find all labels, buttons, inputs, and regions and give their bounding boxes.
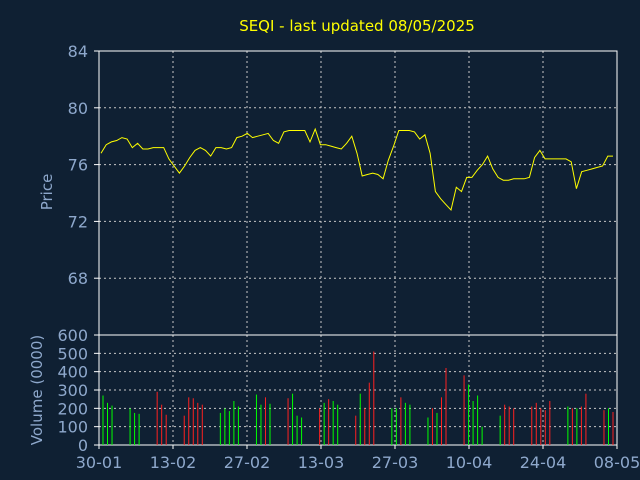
price-frame (98, 50, 618, 336)
x-tick-label: 13-02 (150, 453, 197, 472)
x-tick-label: 30-01 (76, 453, 123, 472)
x-tick-label: 08-05 (594, 453, 640, 472)
price-tick-label: 76 (68, 156, 88, 175)
x-tick-label: 27-03 (372, 453, 419, 472)
price-axis-label: Price (38, 174, 56, 211)
price-tick-label: 80 (68, 99, 88, 118)
volume-tick-label: 100 (57, 418, 88, 437)
x-tick-label: 27-02 (224, 453, 271, 472)
chart-title: SEQI - last updated 08/05/2025 (239, 17, 475, 35)
volume-frame (98, 334, 618, 446)
x-axis: 30-01 13-02 27-02 13-03 27-03 10-04 24-04 08-05 (76, 445, 640, 472)
price-line-series (100, 127, 613, 212)
x-tick-label: 13-03 (298, 453, 345, 472)
x-tick-label: 24-04 (520, 453, 567, 472)
x-tick-label: 10-04 (446, 453, 493, 472)
volume-tick-label: 0 (78, 436, 88, 455)
price-tick-label: 72 (68, 212, 88, 231)
price-tick-label: 84 (68, 42, 88, 61)
volume-tick-label: 500 (57, 344, 88, 363)
volume-tick-label: 300 (57, 381, 88, 400)
volume-tick-label: 400 (57, 363, 88, 382)
volume-tick-label: 600 (57, 326, 88, 345)
volume-axis-label: Volume (0000) (28, 335, 46, 445)
price-panel: 68 72 76 80 84 (68, 42, 618, 336)
price-tick-label: 68 (68, 269, 88, 288)
volume-tick-label: 200 (57, 399, 88, 418)
